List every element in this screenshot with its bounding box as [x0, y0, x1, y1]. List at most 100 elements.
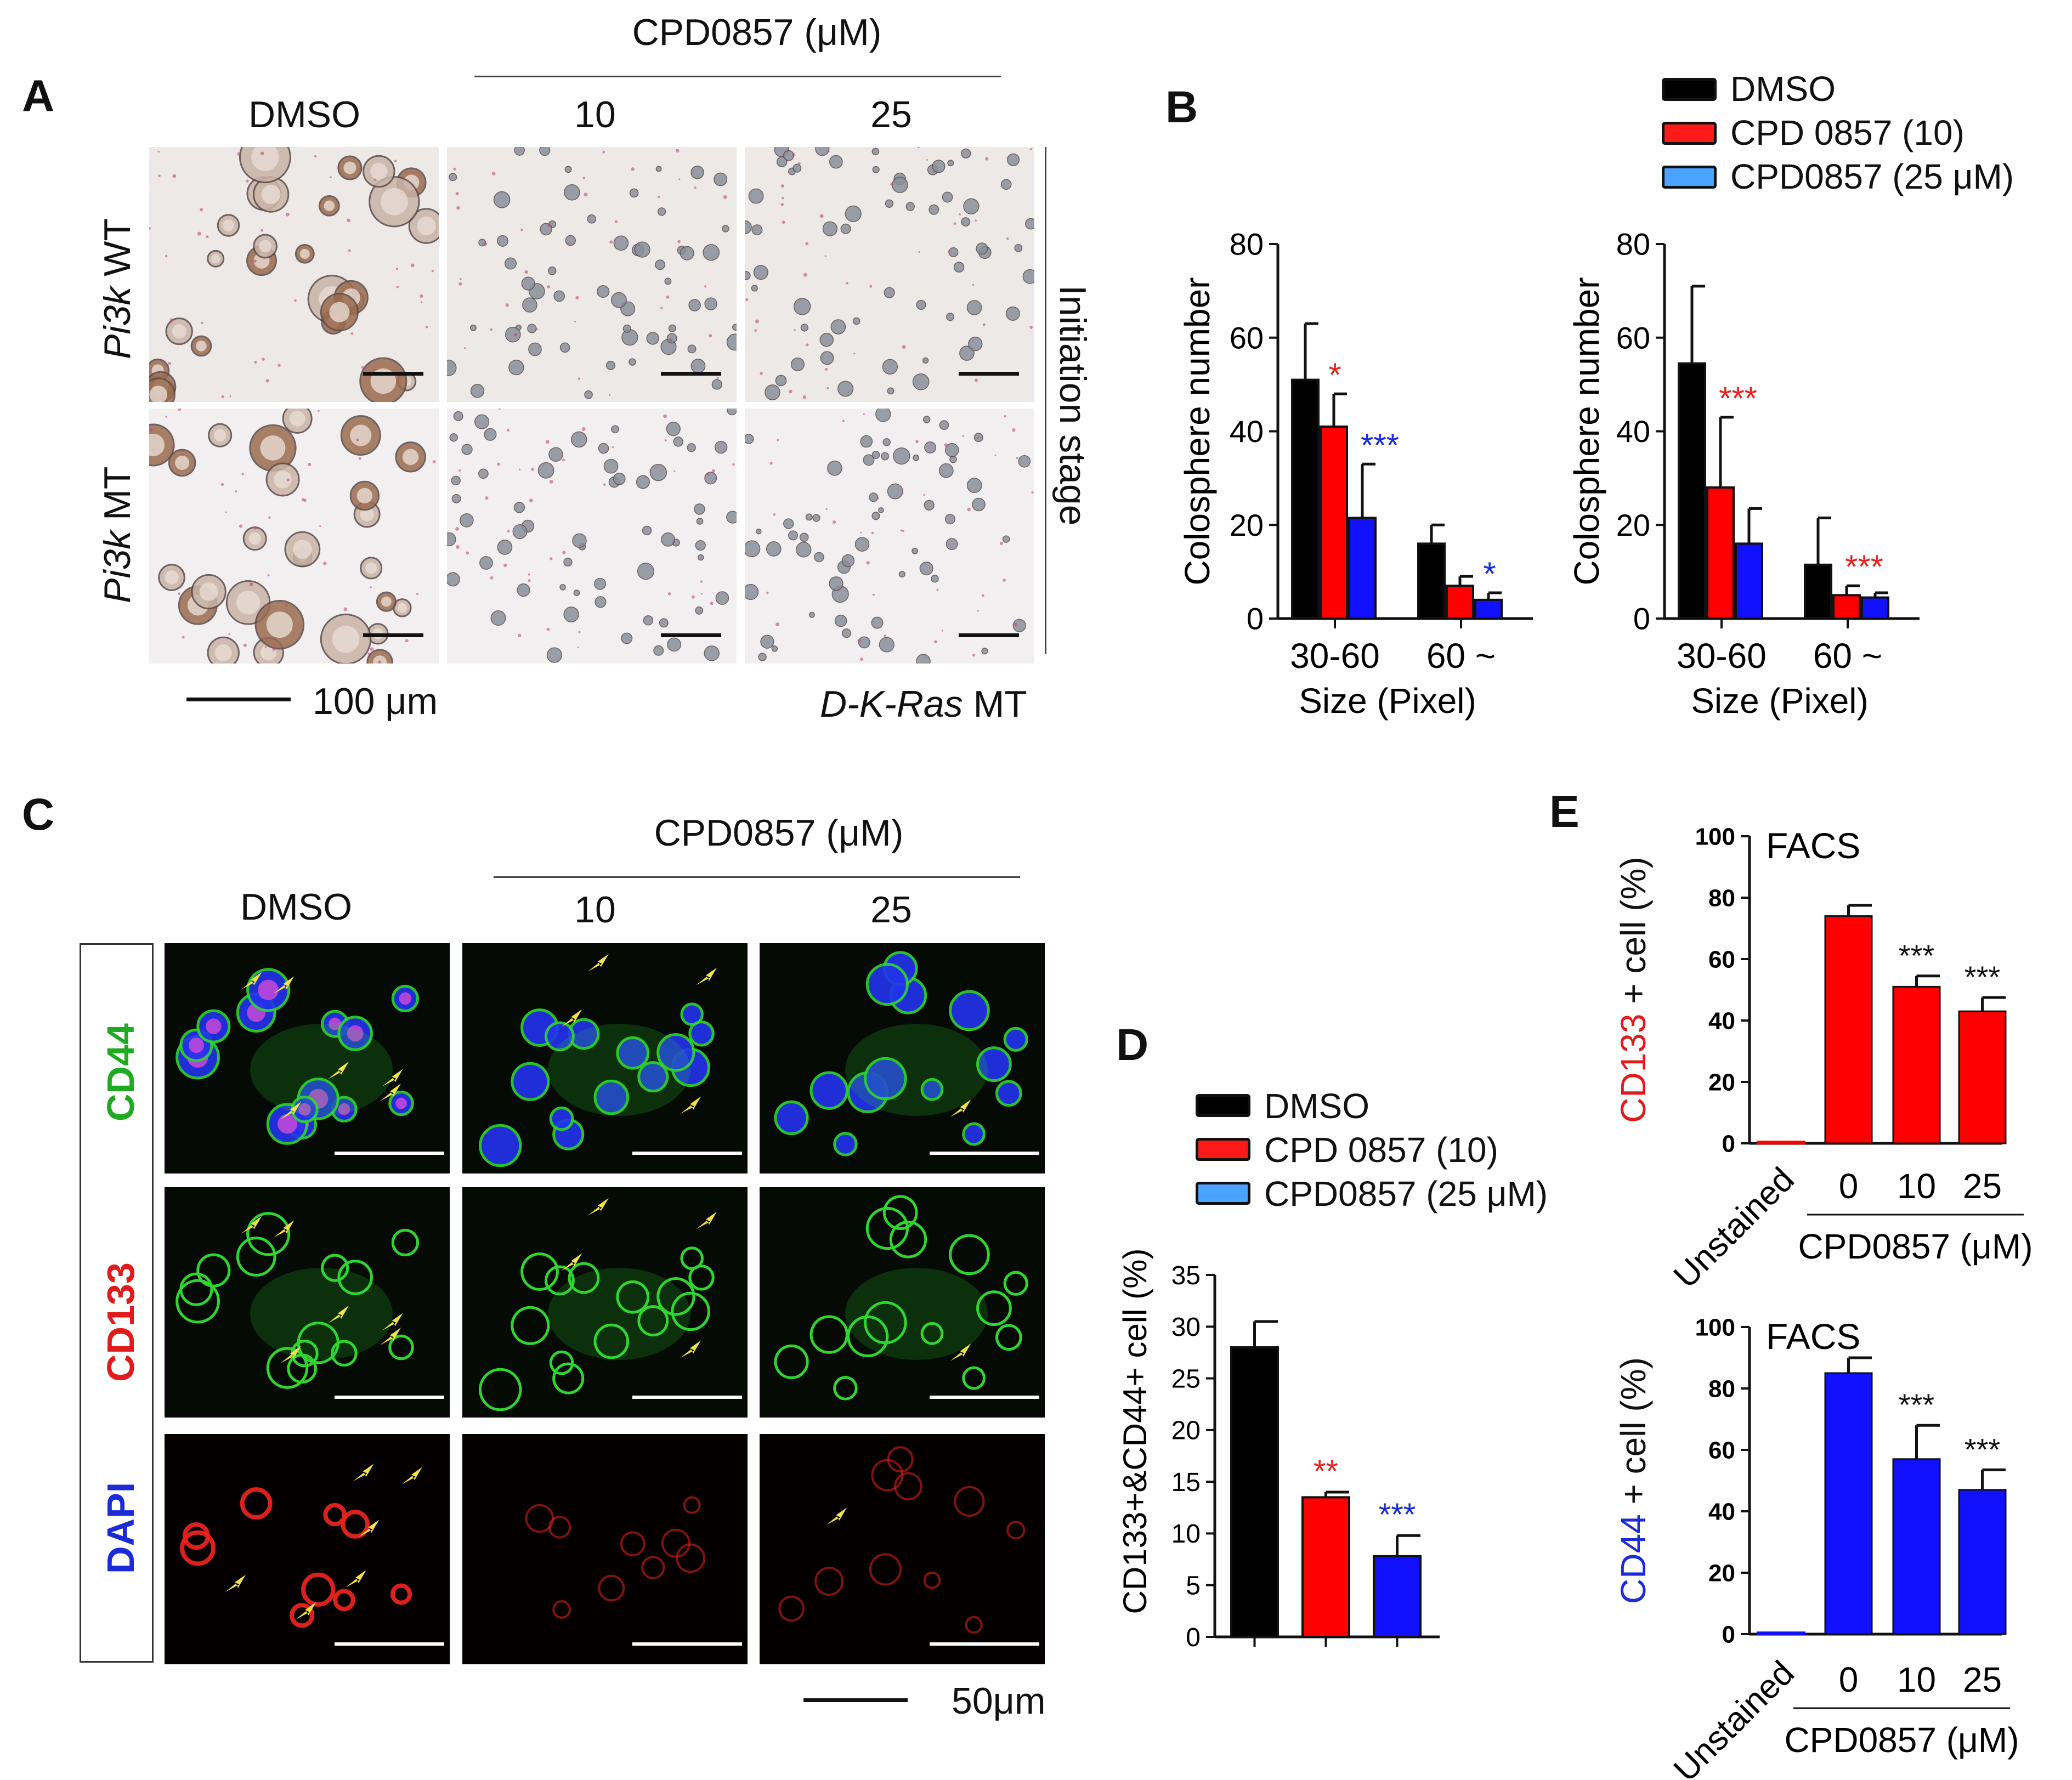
panel-b-legend-swatch-cpd10 — [1662, 122, 1717, 145]
debris-dot — [745, 298, 749, 302]
debris-dot — [547, 285, 550, 288]
colosphere-cell — [563, 606, 579, 622]
debris-dot — [608, 394, 611, 396]
debris-dot — [936, 588, 939, 591]
debris-dot — [976, 437, 979, 439]
stained-cell — [568, 1262, 600, 1294]
colosphere-cell — [961, 148, 971, 159]
debris-dot — [356, 438, 359, 441]
panel-c-header-line — [494, 876, 1020, 878]
colosphere-cell — [667, 637, 681, 652]
y-tick-label: 5 — [1186, 1572, 1201, 1601]
debris-dot — [694, 186, 697, 189]
colosphere-cell — [636, 475, 650, 489]
cd133-signal — [338, 1103, 350, 1115]
colosphere-cell — [451, 494, 461, 503]
y-tick-label: 10 — [1171, 1520, 1201, 1549]
colosphere-cell — [916, 299, 926, 310]
colosphere-cell — [597, 285, 610, 298]
colosphere-cell — [447, 572, 460, 587]
bar — [1348, 517, 1377, 620]
stained-cell — [920, 1322, 944, 1345]
colosphere-cell — [447, 532, 456, 547]
debris-dot — [827, 150, 830, 153]
colosphere-cell — [898, 570, 905, 578]
debris-dot — [285, 212, 290, 217]
colosphere-cell — [687, 443, 696, 452]
y-tick-label: 80 — [1616, 227, 1650, 262]
panel-c-micrograph-r0-c0 — [165, 943, 450, 1174]
cd133-signal — [258, 979, 279, 1001]
colosphere-cell — [924, 500, 935, 511]
arrow-marker — [680, 1096, 701, 1114]
colosphere-cell — [564, 184, 580, 201]
y-tick-label: 20 — [1171, 1416, 1201, 1445]
debris-dot — [631, 167, 635, 171]
y-tick-label: 80 — [1230, 227, 1264, 262]
debris-dot — [754, 329, 757, 332]
debris-dot — [853, 353, 856, 355]
colosphere-cell — [695, 606, 704, 615]
bar — [1757, 1141, 1805, 1144]
colosphere-cell — [756, 529, 762, 535]
image-scale-bar — [661, 633, 721, 637]
colosphere-core — [293, 540, 312, 559]
debris-dot — [860, 657, 864, 661]
debris-dot — [926, 159, 928, 161]
x-category-label: 25 — [1963, 1660, 2002, 1699]
colosphere-core — [417, 216, 436, 236]
arrow-marker — [696, 1211, 717, 1229]
panel-d-legend-cpd25: CPD0857 (25 μM) — [1264, 1174, 1548, 1214]
colosphere-cell — [819, 333, 834, 347]
y-axis-title-rest: + cell (%) — [1614, 857, 1653, 1013]
debris-dot — [264, 637, 267, 640]
colosphere-cell — [553, 290, 565, 302]
colosphere-cell — [931, 575, 939, 583]
colosphere-cell — [765, 384, 780, 400]
panel-b-legend-dmso: DMSO — [1730, 69, 1836, 109]
debris-dot — [803, 273, 807, 277]
colosphere-cell — [837, 381, 854, 397]
debris-dot — [416, 593, 418, 595]
colosphere-cell — [726, 333, 737, 351]
debris-dot — [237, 152, 241, 156]
colosphere-cell — [453, 411, 463, 421]
panel-a-col-dmso: DMSO — [248, 94, 360, 135]
stained-cell — [246, 1212, 291, 1256]
debris-dot — [871, 531, 874, 535]
y-tick-label: 60 — [1708, 1437, 1735, 1464]
colosphere-cell — [595, 596, 607, 608]
stained-cell — [511, 1306, 550, 1345]
debris-dot — [394, 160, 397, 162]
debris-dot — [229, 395, 231, 398]
stained-cell — [814, 1567, 844, 1596]
colosphere-cell — [496, 235, 508, 247]
debris-dot — [677, 240, 681, 243]
panel-d-legend-swatch-cpd10 — [1196, 1138, 1250, 1161]
debris-dot — [567, 242, 570, 246]
image-scale-bar — [632, 1396, 742, 1399]
arrow-marker — [696, 967, 717, 985]
stained-cell — [688, 1021, 715, 1047]
debris-dot — [918, 251, 920, 253]
colosphere-cell — [1025, 218, 1034, 230]
debris-dot — [575, 296, 579, 300]
colosphere-cell — [871, 616, 884, 629]
debris-dot — [857, 638, 861, 643]
colosphere-cell — [913, 454, 920, 461]
debris-dot — [221, 395, 224, 399]
debris-dot — [863, 413, 865, 416]
colosphere-cell — [884, 287, 895, 298]
debris-dot — [941, 630, 944, 632]
debris-dot — [550, 557, 553, 560]
debris-dot — [197, 231, 201, 236]
arrow-marker — [280, 1102, 301, 1120]
debris-dot — [165, 416, 167, 418]
debris-dot — [517, 633, 522, 638]
debris-dot — [410, 263, 415, 268]
colosphere-cell — [732, 324, 737, 331]
colosphere-cell — [629, 188, 639, 198]
colosphere-core — [149, 386, 168, 402]
colosphere-cell — [629, 358, 636, 366]
debris-dot — [900, 529, 903, 532]
